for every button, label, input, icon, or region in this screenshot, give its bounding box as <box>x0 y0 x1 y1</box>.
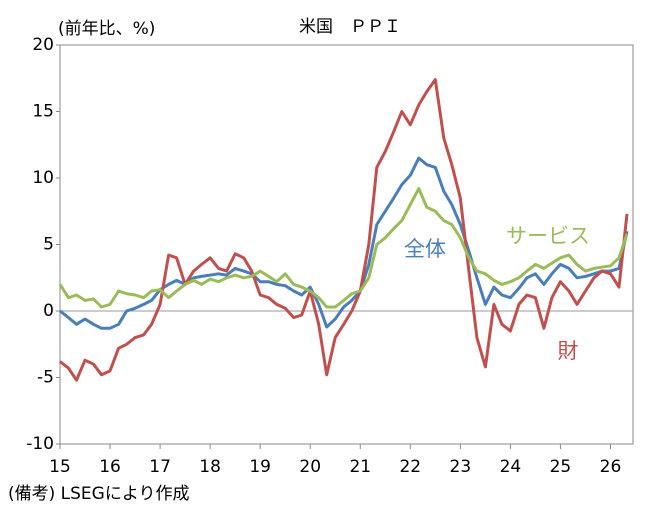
y-tick-label: 5 <box>43 235 54 255</box>
y-tick-label: -5 <box>37 368 54 388</box>
y-tick-label: 15 <box>32 102 54 122</box>
x-tick-label: 23 <box>450 457 472 477</box>
x-tick-label: 26 <box>600 457 622 477</box>
x-tick-label: 22 <box>399 457 421 477</box>
series-line <box>59 78 629 382</box>
x-tick-label: 20 <box>299 457 321 477</box>
y-axis-label: (前年比、%) <box>58 19 155 39</box>
x-tick-label: 21 <box>349 457 371 477</box>
series-line <box>58 187 629 309</box>
note: (備考) LSEGにより作成 <box>8 484 190 504</box>
series-label: サービス <box>506 224 590 248</box>
x-tick-label: 25 <box>550 457 572 477</box>
y-tick-label: -10 <box>26 434 54 454</box>
chart-title: 米国 ＰＰＩ <box>299 17 401 37</box>
y-tick-label: 20 <box>32 35 54 55</box>
series-label: 財 <box>558 339 579 363</box>
x-tick-label: 18 <box>199 457 221 477</box>
x-tick-label: 24 <box>500 457 522 477</box>
y-tick-label: 10 <box>32 168 54 188</box>
series-line <box>59 156 629 330</box>
x-tick-label: 19 <box>249 457 271 477</box>
x-tick-label: 16 <box>99 457 121 477</box>
x-tick-label: 15 <box>49 457 71 477</box>
series-label: 全体 <box>404 237 446 261</box>
y-tick-label: 0 <box>43 301 54 321</box>
x-tick-label: 17 <box>149 457 171 477</box>
